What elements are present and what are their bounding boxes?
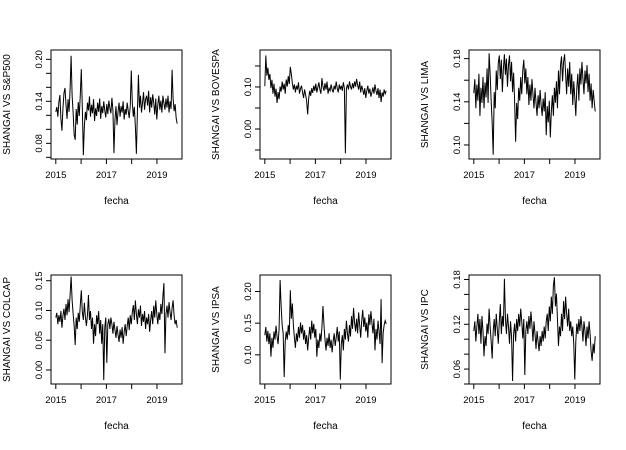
y-tick-label: 0.15 [34, 271, 45, 290]
x-tick-label: 2017 [305, 170, 326, 181]
x-tick-label: 2017 [514, 395, 535, 406]
series-line [264, 55, 387, 154]
y-tick-label: 0.14 [452, 93, 463, 112]
x-tick-label: 2019 [355, 170, 376, 181]
plot-border [468, 49, 601, 160]
y-tick-label: 0.00 [34, 361, 45, 380]
series-line [473, 277, 596, 382]
chart-canvas-bovespa: 2015 2017 2019 0.00 0.10 fecha SHANGAI VS BOVE… [211, 49, 392, 207]
x-axis-title: fecha [522, 421, 547, 432]
x-axis-title: fecha [104, 196, 129, 207]
y-axis-title: SHANGAI VS S&P500 [2, 54, 13, 155]
x-tick-label: 2019 [564, 395, 585, 406]
subplot-shangai-vs-bovespa: 2015 2017 2019 0.00 0.10 fecha SHANGAI VS BOVE… [209, 0, 417, 225]
chart-canvas-ipsa: 2015 2017 2019 0.10 0.15 0.20 fecha SHANGAI VS … [211, 274, 392, 432]
subplot-shangai-vs-sp500: 2015 2017 2019 0.08 0.14 0.20 fecha SHANGAI VS … [0, 0, 208, 225]
x-tick-label: 2015 [463, 395, 484, 406]
x-tick-label: 2017 [96, 170, 117, 181]
y-tick-label: 0.06 [452, 360, 463, 379]
series-line [55, 276, 178, 381]
y-tick-label: 0.08 [34, 134, 45, 153]
chart-canvas-ipc: 2015 2017 2019 0.06 0.12 0.18 fecha SHANGAI VS … [420, 270, 601, 432]
x-tick-label: 2015 [45, 395, 66, 406]
x-axis-title: fecha [313, 196, 338, 207]
y-axis-title: SHANGAI VS LIMA [420, 61, 431, 149]
subplot-shangai-vs-colcap: 2015 2017 2019 0.00 0.05 0.10 0.15 fecha SHANGAI… [0, 225, 208, 450]
chart-canvas-sp500: 2015 2017 2019 0.08 0.14 0.20 fecha SHANGAI VS … [2, 49, 183, 207]
series-line [55, 55, 178, 156]
x-tick-label: 2019 [564, 170, 585, 181]
x-axis-title: fecha [104, 421, 129, 432]
subplot-shangai-vs-lima: 2015 2017 2019 0.10 0.14 0.18 fecha SHANGAI VS … [418, 0, 626, 225]
x-axis-title: fecha [522, 196, 547, 207]
y-tick-label: 0.18 [452, 49, 463, 68]
y-tick-label: 0.12 [452, 315, 463, 334]
y-tick-label: 0.20 [34, 50, 45, 68]
y-tick-label: 0.15 [243, 314, 254, 333]
plot-border [259, 274, 392, 385]
y-tick-label: 0.14 [34, 92, 45, 111]
subplot-shangai-vs-ipc: 2015 2017 2019 0.06 0.12 0.18 fecha SHANGAI VS … [418, 225, 626, 450]
y-tick-label: 0.10 [452, 136, 463, 155]
y-axis-title: SHANGAI VS IPC [420, 289, 431, 370]
y-tick-label: 0.10 [243, 346, 254, 365]
chart-canvas-lima: 2015 2017 2019 0.10 0.14 0.18 fecha SHANGAI VS … [420, 49, 601, 207]
plot-border [50, 274, 183, 385]
x-tick-label: 2015 [254, 170, 275, 181]
x-tick-label: 2017 [96, 395, 117, 406]
subplot-shangai-vs-ipsa: 2015 2017 2019 0.10 0.15 0.20 fecha SHANGAI VS … [209, 225, 417, 450]
y-axis-title: SHANGAI VS COLCAP [2, 277, 13, 382]
series-line [264, 280, 387, 380]
y-tick-label: 0.18 [452, 270, 463, 289]
x-tick-label: 2015 [254, 395, 275, 406]
x-axis-title: fecha [313, 421, 338, 432]
x-tick-label: 2017 [305, 395, 326, 406]
y-tick-label: 0.20 [243, 282, 254, 301]
y-tick-label: 0.00 [243, 120, 254, 139]
y-tick-label: 0.10 [34, 301, 45, 320]
plot-border [50, 49, 183, 160]
series-line [473, 53, 596, 155]
x-tick-label: 2015 [45, 170, 66, 181]
chart-canvas-colcap: 2015 2017 2019 0.00 0.05 0.10 0.15 fecha SHANGAI… [2, 271, 183, 432]
y-axis-title: SHANGAI VS IPSA [211, 286, 222, 373]
x-tick-label: 2019 [146, 170, 167, 181]
y-tick-label: 0.05 [34, 331, 45, 350]
y-tick-label: 0.10 [243, 78, 254, 97]
y-axis-title: SHANGAI VS BOVESPA [211, 49, 222, 160]
x-tick-label: 2019 [146, 395, 167, 406]
x-tick-label: 2015 [463, 170, 484, 181]
plot-border [259, 49, 392, 160]
plot-border [468, 274, 601, 385]
x-tick-label: 2017 [514, 170, 535, 181]
x-tick-label: 2019 [355, 395, 376, 406]
